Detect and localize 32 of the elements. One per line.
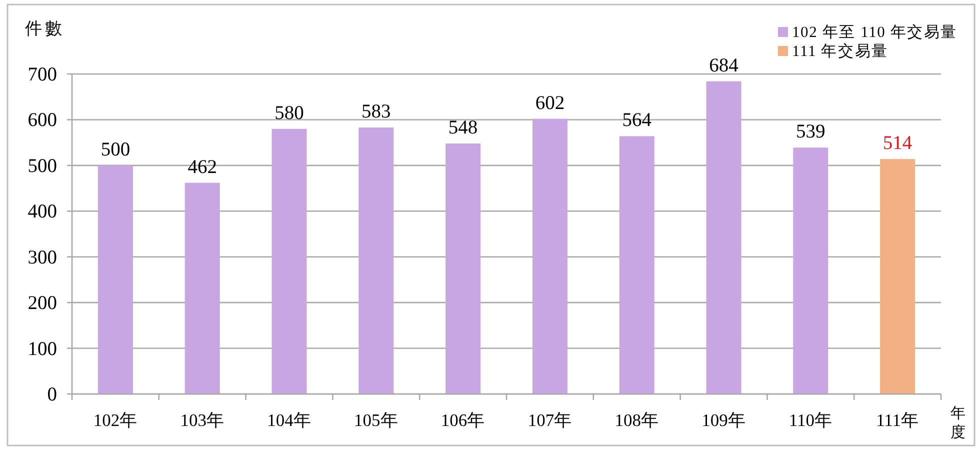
data-label: 684 [709,55,739,76]
y-axis-title: 件數 [25,19,65,38]
x-tick-label: 107年 [528,410,572,430]
data-label: 583 [362,101,391,122]
x-tick-label: 104年 [267,410,312,430]
x-tick-label: 102年 [93,410,138,430]
y-tick-label: 600 [28,110,57,132]
legend-label: 102 年至 110 年交易量 [792,23,958,41]
data-label: 564 [622,110,652,132]
data-label: 500 [100,139,130,160]
x-tick-label: 106年 [440,410,486,430]
data-label: 462 [188,156,217,178]
y-tick-label: 200 [28,293,57,314]
y-tick-label: 500 [28,156,57,177]
x-tick-label: 105年 [354,410,398,430]
data-label: 602 [535,92,565,114]
data-label: 580 [274,102,304,124]
y-tick-label: 0 [47,384,57,406]
y-tick-label: 100 [28,338,57,360]
data-label: 514 [882,133,912,154]
data-label: 548 [448,117,478,138]
x-axis-title: 年度 [950,405,966,441]
x-tick-label: 111年 [876,410,920,430]
x-tick-label: 110年 [788,410,832,430]
x-tick-label: 108年 [614,410,659,430]
y-tick-label: 400 [28,202,57,223]
data-label: 539 [796,122,826,143]
legend-label: 111 年交易量 [792,42,888,60]
y-tick-label: 700 [28,64,57,86]
y-tick-label: 300 [28,247,57,268]
x-tick-label: 109年 [702,410,746,430]
x-tick-label: 103年 [180,410,224,430]
